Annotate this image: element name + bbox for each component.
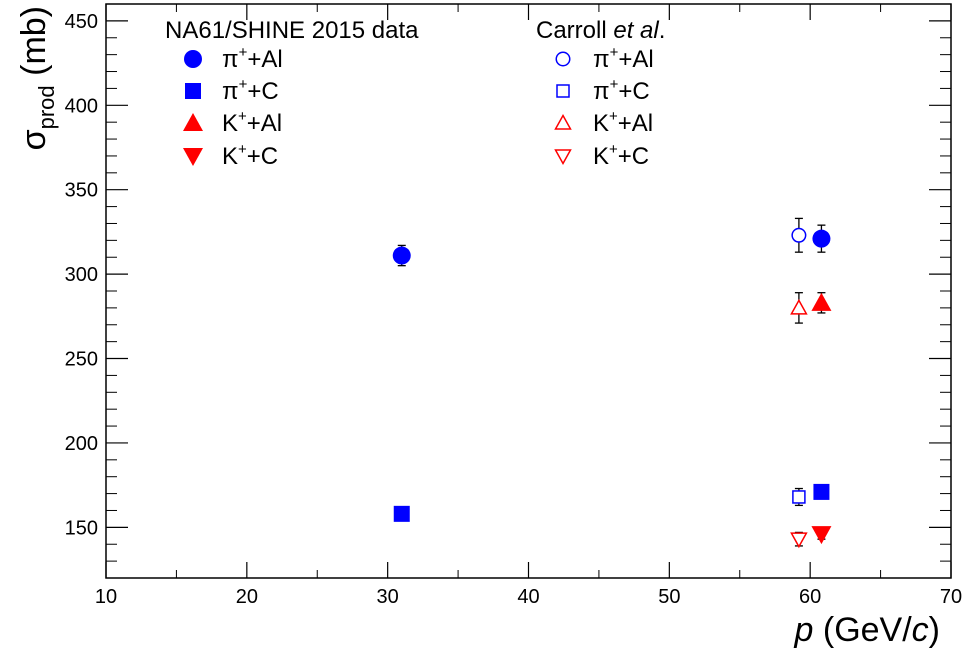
legend-label-sup: + [609, 108, 618, 125]
legend-marker [554, 113, 572, 130]
y-tick-label: 250 [65, 349, 98, 371]
legend-marker [183, 113, 203, 131]
y-axis-unit: (mb) [15, 6, 53, 85]
x-tick-label: 50 [658, 586, 680, 608]
legend-label-sup: + [239, 76, 248, 93]
legend-title-carroll-italic: et al [613, 17, 659, 44]
data-point [791, 227, 807, 243]
y-tick-label: 200 [65, 433, 98, 455]
legend-label-base: π [222, 46, 239, 73]
y-axis-symbol: σ [15, 129, 53, 150]
legend-label: K++Al [222, 108, 282, 137]
legend-title-carroll: Carroll et al. [536, 17, 665, 44]
y-axis-subscript: prod [34, 85, 59, 129]
legend-label-base: π [593, 46, 610, 73]
data-point [393, 505, 410, 522]
data-point [392, 246, 411, 265]
legend-label-sup: + [238, 108, 247, 125]
axis-ticks [105, 3, 952, 578]
legend-label-base: K [593, 143, 609, 170]
legend-label-rest: +Al [618, 46, 653, 73]
legend-marker [184, 50, 202, 68]
legend-label: π++C [222, 76, 279, 105]
legend-label-rest: +Al [618, 110, 653, 137]
x-tick-label: 70 [940, 586, 962, 608]
tick-labels: 10 20 30 40 50 60 70 150 200 250 300 350 400 450 [65, 11, 963, 608]
legend-marker [185, 83, 201, 99]
x-tick-label: 20 [236, 586, 258, 608]
legend-label-rest: +C [247, 78, 278, 105]
y-tick-label: 350 [65, 180, 98, 202]
legend-label-sup: + [610, 44, 619, 61]
legend-marker [556, 84, 570, 98]
x-tick-label: 10 [95, 586, 117, 608]
legend-entries: π++Alπ++CK++AlK++Cπ++Alπ++CK++AlK++C [183, 44, 654, 170]
legend-label-base: π [222, 78, 239, 105]
legend-label-sup: + [609, 141, 618, 158]
x-axis-unit: (GeV/ [813, 611, 912, 649]
x-axis-var: p [794, 611, 814, 649]
legend-title-na61: NA61/SHINE 2015 data [165, 17, 419, 44]
x-tick-label: 30 [377, 586, 399, 608]
x-axis-unit-var: c [912, 611, 929, 649]
legend-marker [554, 149, 572, 166]
data-point [792, 490, 806, 504]
legend-label-base: π [593, 78, 610, 105]
x-tick-label: 40 [517, 586, 539, 608]
legend-label: K++C [593, 141, 649, 170]
data-point [813, 483, 830, 500]
legend-label-rest: +C [618, 78, 649, 105]
y-tick-label: 400 [65, 95, 98, 117]
data-point [790, 298, 808, 315]
legend-marker [183, 148, 203, 166]
legend-label-rest: +C [247, 143, 278, 170]
legend-label: K++C [222, 141, 278, 170]
legend-label: π++Al [222, 44, 283, 73]
legend-label-base: K [593, 110, 609, 137]
legend-title-carroll-plain: Carroll [536, 17, 613, 44]
y-axis-title: σprod (mb) [15, 6, 59, 150]
legend-label-sup: + [238, 141, 247, 158]
legend-label-sup: + [239, 44, 248, 61]
legend-label-rest: +C [618, 143, 649, 170]
legend-label-base: K [222, 143, 238, 170]
legend-label: K++Al [593, 108, 653, 137]
legend-title-carroll-tail: . [659, 17, 666, 44]
y-tick-label: 450 [65, 11, 98, 33]
data-point [812, 229, 831, 248]
legend-label: π++C [593, 76, 650, 105]
legend-marker [555, 51, 571, 67]
data-point [811, 526, 832, 545]
x-axis-title: p (GeV/c) [794, 611, 941, 649]
legend: NA61/SHINE 2015 data Carroll et al. π++A… [165, 17, 665, 170]
y-tick-label: 300 [65, 264, 98, 286]
x-axis-close: ) [929, 611, 940, 649]
legend-label-rest: +Al [247, 110, 282, 137]
legend-label-rest: +Al [247, 46, 282, 73]
legend-label: π++Al [593, 44, 654, 73]
data-points [392, 217, 832, 549]
x-tick-label: 60 [799, 586, 821, 608]
legend-label-sup: + [610, 76, 619, 93]
legend-label-base: K [222, 110, 238, 137]
data-point [811, 292, 832, 311]
y-tick-label: 150 [65, 517, 98, 539]
data-point [790, 532, 808, 549]
